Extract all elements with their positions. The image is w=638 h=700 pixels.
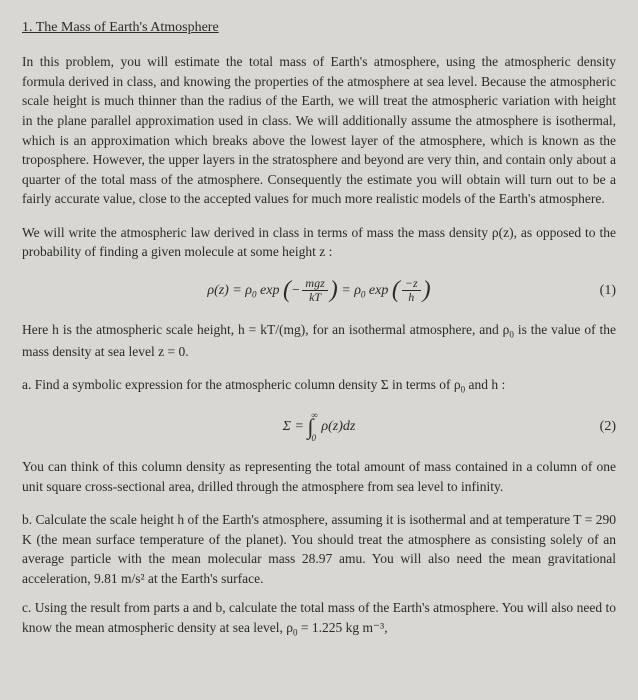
item-a-text-a: a. Find a symbolic expression for the at… <box>22 377 461 392</box>
equation-1-row: ρ(z) = ρ0 exp (−mgzkT) = ρ0 exp (−zh) (1… <box>22 276 616 306</box>
intro-paragraph-1: In this problem, you will estimate the t… <box>22 52 616 209</box>
intro-paragraph-2: We will write the atmospheric law derive… <box>22 223 616 262</box>
eq1-mid: = ρ <box>338 283 361 298</box>
eq1-frac1: mgzkT <box>302 277 327 304</box>
eq1-frac2: −zh <box>402 277 421 304</box>
item-a: a. Find a symbolic expression for the at… <box>22 375 616 397</box>
eq1-lparen2: ( <box>392 281 400 300</box>
equation-2: Σ = ∫∞0 ρ(z)dz <box>283 411 356 443</box>
item-b: b. Calculate the scale height h of the E… <box>22 510 616 588</box>
eq1-rparen1: ) <box>330 281 338 300</box>
eq1-lhs: ρ(z) = ρ <box>207 283 252 298</box>
item-c: c. Using the result from parts a and b, … <box>22 598 616 639</box>
eq1-exp1: exp <box>257 283 283 298</box>
eq1-number: (1) <box>600 281 616 301</box>
p3-a: Here h is the atmospheric scale height, … <box>22 322 509 337</box>
column-density-paragraph: You can think of this column density as … <box>22 457 616 496</box>
item-c-text-b: = 1.225 kg m⁻³, <box>298 620 388 635</box>
integral-icon: ∫ <box>307 411 313 443</box>
problem-title: 1. The Mass of Earth's Atmosphere <box>22 18 616 38</box>
eq1-exp2: exp <box>365 283 391 298</box>
eq1-frac2-den: h <box>402 291 421 304</box>
item-a-text-b: and h : <box>465 377 505 392</box>
scale-height-paragraph: Here h is the atmospheric scale height, … <box>22 320 616 361</box>
eq1-lparen1: ( <box>283 281 291 300</box>
eq2-lhs: Σ = <box>283 419 308 434</box>
eq1-frac1-num: mgz <box>302 277 327 291</box>
eq2-number: (2) <box>600 417 616 437</box>
eq1-rparen2: ) <box>423 281 431 300</box>
equation-1: ρ(z) = ρ0 exp (−mgzkT) = ρ0 exp (−zh) <box>207 277 430 304</box>
eq1-frac1-den: kT <box>302 291 327 304</box>
eq1-frac2-num: −z <box>402 277 421 291</box>
eq2-integrand: ρ(z)dz <box>318 419 355 434</box>
equation-2-row: Σ = ∫∞0 ρ(z)dz (2) <box>22 411 616 443</box>
